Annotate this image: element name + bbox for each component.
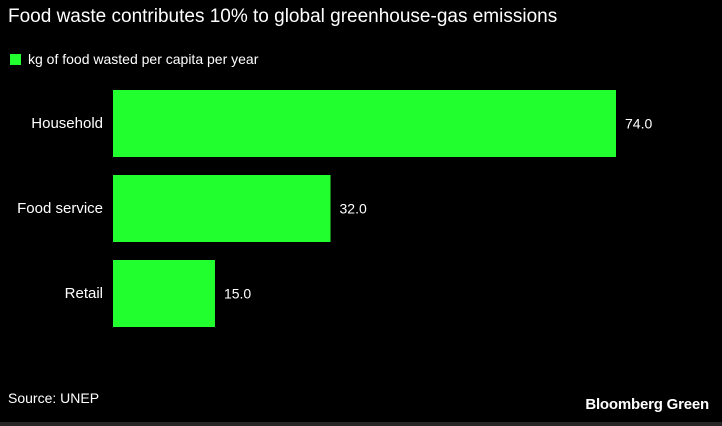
bar-food-service [113,175,331,242]
category-label: Food service [17,200,103,217]
category-label: Retail [65,285,103,302]
value-label: 15.0 [224,286,251,302]
legend-label: kg of food wasted per capita per year [28,51,259,67]
source-note: Source: UNEP [8,390,100,406]
brand-logo: Bloomberg Green [585,396,709,413]
value-label: 74.0 [625,116,652,132]
category-label: Household [31,115,103,132]
chart-title: Food waste contributes 10% to global gre… [8,6,558,27]
chart-legend: kg of food wasted per capita per year [10,50,258,68]
value-label: 32.0 [340,201,367,217]
bar-retail [113,260,215,327]
bar-household [113,90,616,157]
bottom-divider [0,422,722,426]
legend-swatch [10,53,21,65]
